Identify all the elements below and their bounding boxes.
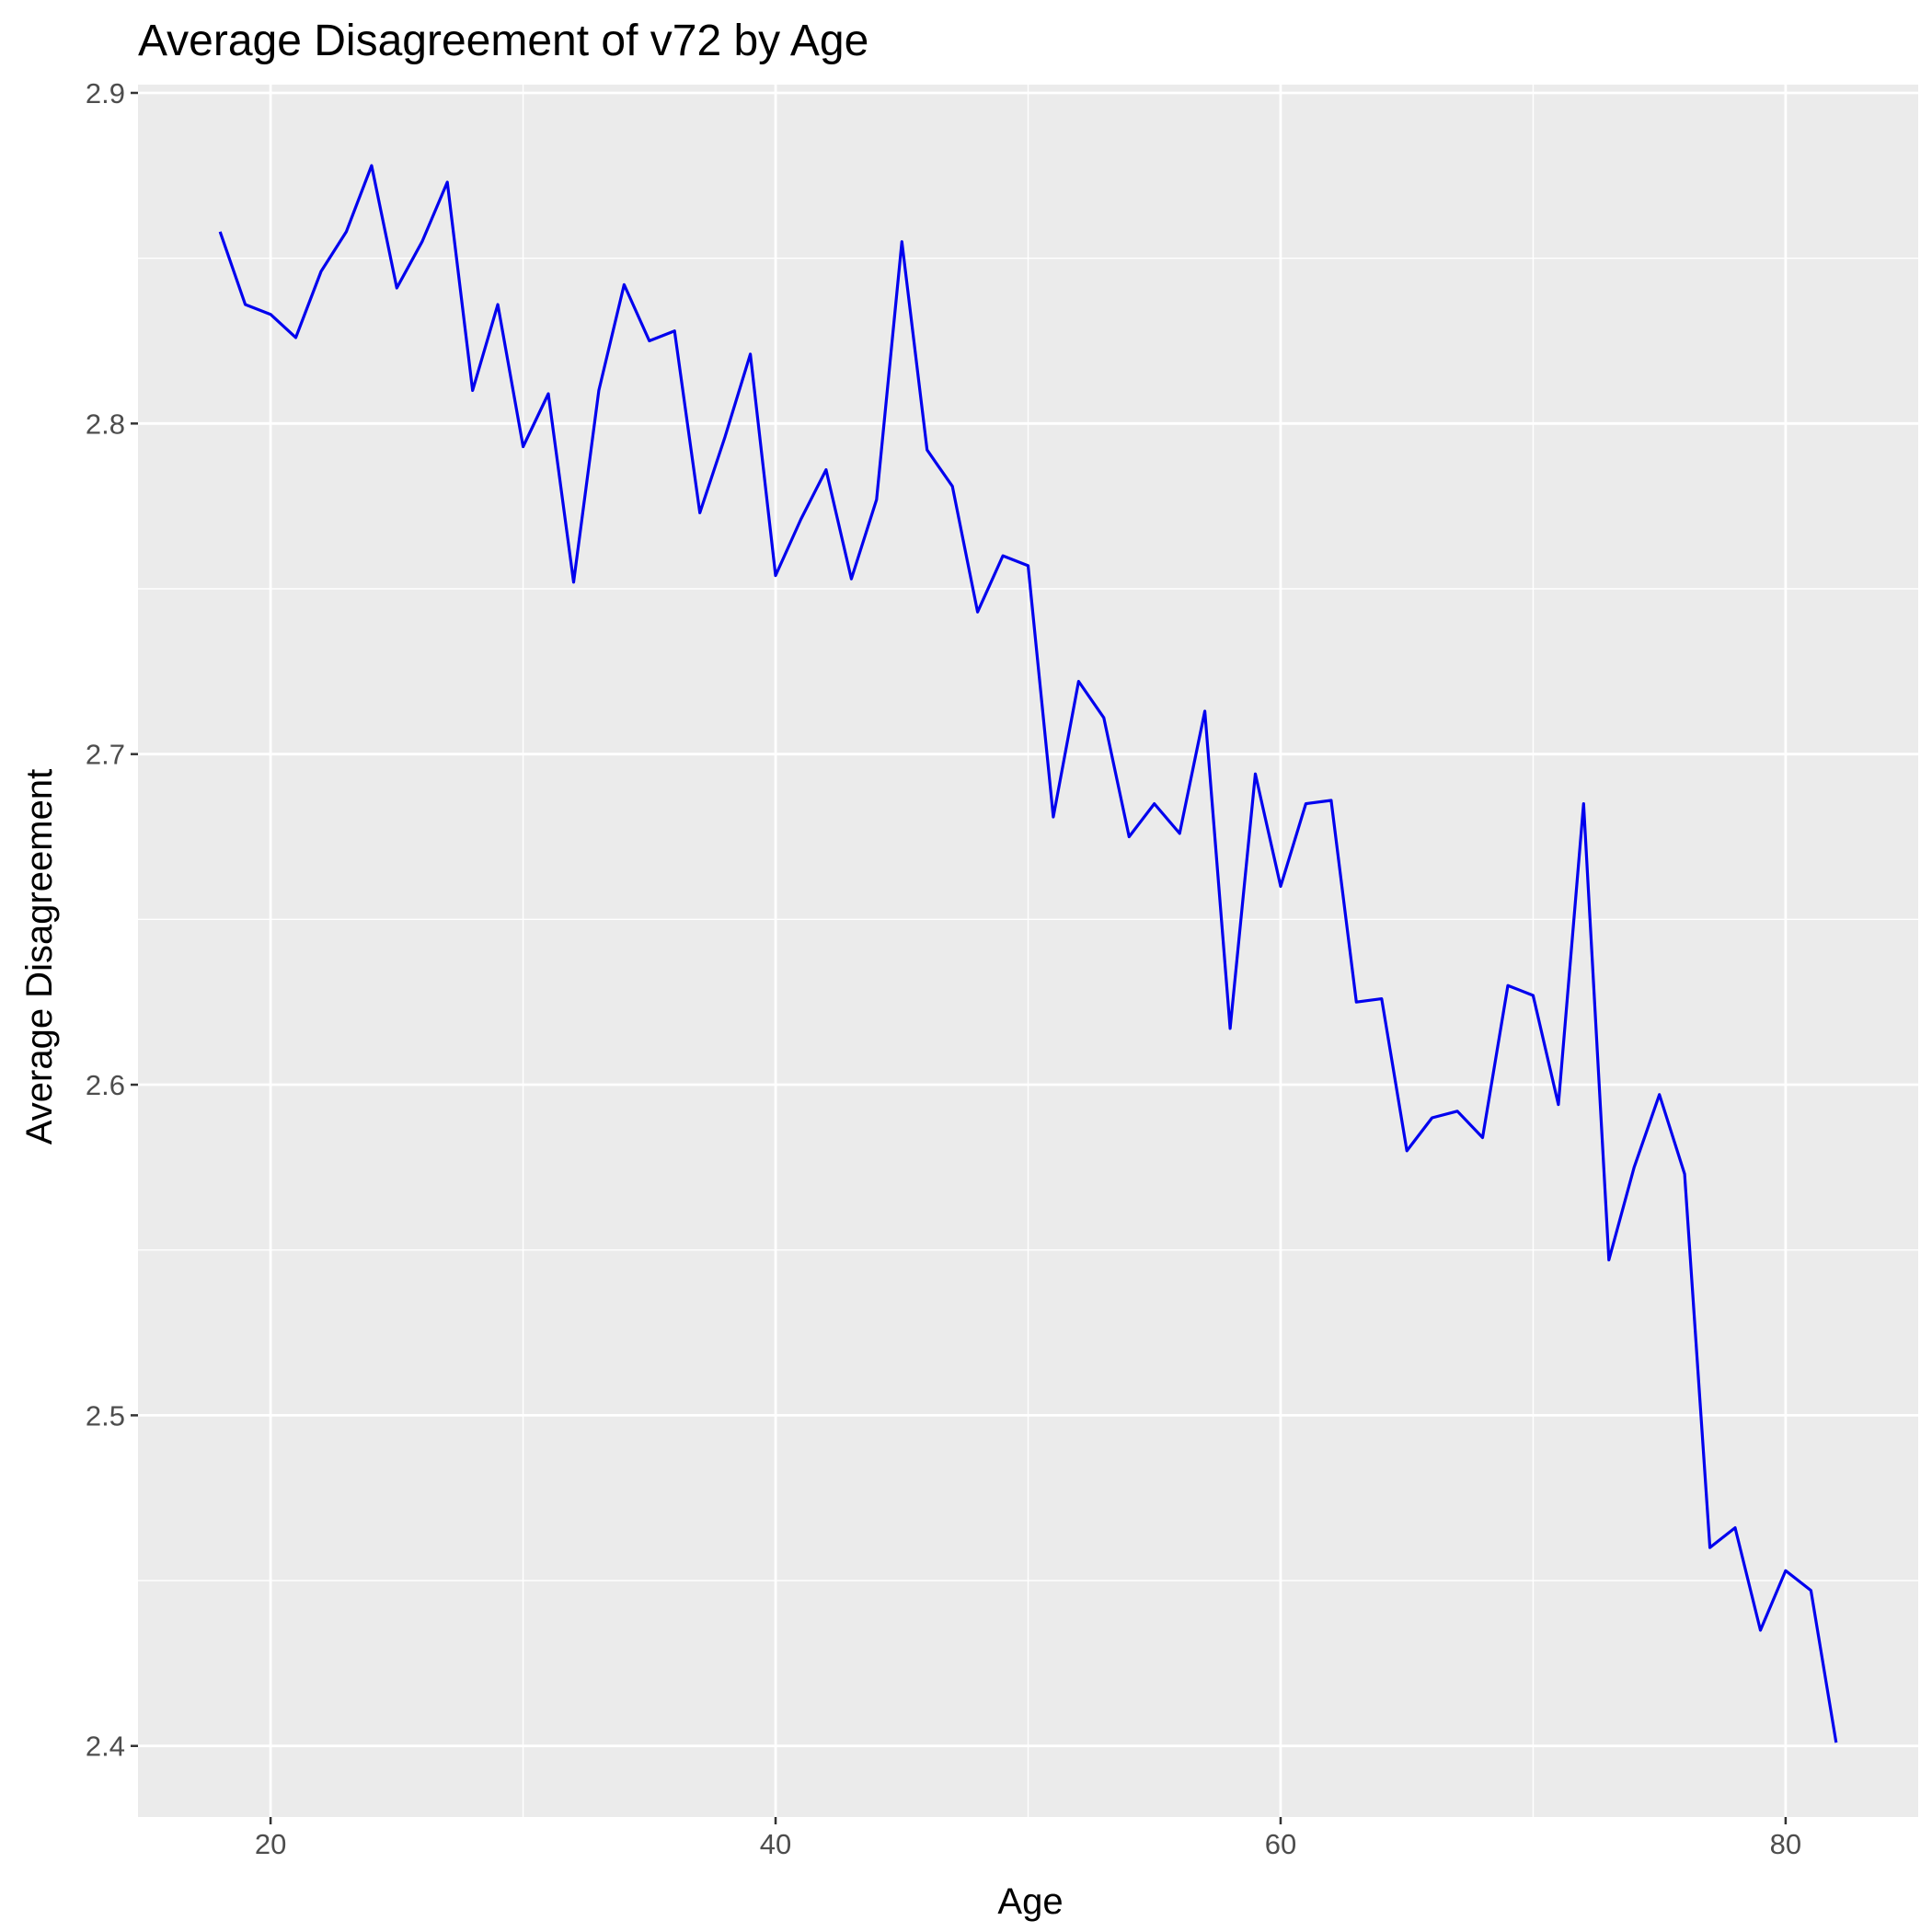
x-axis-title: Age — [997, 1881, 1063, 1922]
x-axis: 20 40 60 80 — [255, 1817, 1801, 1860]
y-tick-label: 2.5 — [86, 1399, 125, 1432]
y-tick-label: 2.8 — [86, 408, 125, 440]
series-line — [218, 164, 1838, 1743]
x-tick-label: 20 — [255, 1828, 286, 1860]
x-tick-label: 80 — [1770, 1828, 1801, 1860]
y-axis: 2.4 2.5 2.6 2.7 2.8 2.9 — [86, 77, 138, 1763]
y-tick-label: 2.7 — [86, 739, 125, 771]
y-tick-label: 2.9 — [86, 77, 125, 109]
x-tick-label: 60 — [1265, 1828, 1296, 1860]
chart-title: Average Disagreement of v72 by Age — [138, 17, 868, 65]
x-tick-label: 40 — [760, 1828, 791, 1860]
y-axis-title: Average Disagreement — [19, 769, 60, 1144]
y-tick-label: 2.6 — [86, 1069, 125, 1101]
series-layer — [218, 164, 1838, 1743]
y-tick-label: 2.4 — [86, 1731, 125, 1763]
major-gridlines — [138, 85, 1918, 1817]
minor-gridlines — [138, 85, 1918, 1817]
